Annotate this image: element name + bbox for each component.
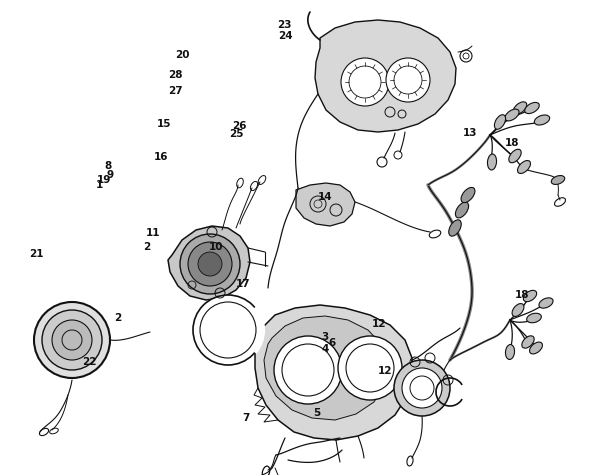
- Circle shape: [34, 302, 110, 378]
- Text: 8: 8: [104, 161, 111, 171]
- Text: 12: 12: [378, 365, 393, 376]
- Text: 10: 10: [209, 242, 224, 252]
- Text: 7: 7: [243, 413, 250, 423]
- Polygon shape: [255, 305, 412, 440]
- Text: 6: 6: [329, 338, 336, 348]
- Circle shape: [193, 295, 263, 365]
- Ellipse shape: [534, 115, 550, 125]
- Circle shape: [338, 336, 402, 400]
- Circle shape: [198, 252, 222, 276]
- Text: 16: 16: [154, 152, 168, 162]
- Text: 13: 13: [463, 128, 477, 138]
- Circle shape: [52, 320, 92, 360]
- Circle shape: [188, 242, 232, 286]
- Ellipse shape: [518, 161, 531, 173]
- Text: 18: 18: [505, 137, 519, 148]
- Circle shape: [386, 58, 430, 102]
- Text: 22: 22: [82, 357, 96, 367]
- Text: 27: 27: [168, 86, 183, 96]
- Text: 25: 25: [229, 129, 243, 139]
- Text: 26: 26: [232, 121, 246, 131]
- Ellipse shape: [522, 336, 534, 348]
- Polygon shape: [264, 316, 388, 420]
- Circle shape: [402, 368, 442, 408]
- Text: 17: 17: [236, 279, 250, 289]
- Polygon shape: [296, 183, 355, 226]
- Ellipse shape: [530, 342, 543, 354]
- Ellipse shape: [495, 115, 506, 129]
- Text: 15: 15: [157, 119, 171, 130]
- Text: 24: 24: [279, 30, 293, 41]
- Text: 3: 3: [321, 332, 329, 342]
- Text: 9: 9: [106, 170, 113, 180]
- Text: 28: 28: [168, 70, 183, 80]
- Text: 20: 20: [175, 49, 189, 60]
- Text: 18: 18: [515, 289, 529, 300]
- Ellipse shape: [461, 188, 475, 203]
- Ellipse shape: [551, 176, 565, 184]
- Text: 11: 11: [146, 228, 160, 238]
- Circle shape: [341, 58, 389, 106]
- Text: 19: 19: [97, 174, 111, 185]
- Text: 14: 14: [318, 192, 332, 202]
- Ellipse shape: [509, 149, 521, 163]
- Text: 23: 23: [278, 19, 292, 30]
- Text: 5: 5: [314, 408, 321, 418]
- Text: 2: 2: [144, 242, 151, 252]
- Ellipse shape: [455, 202, 468, 218]
- Text: 1: 1: [96, 180, 103, 190]
- Ellipse shape: [505, 109, 519, 121]
- Text: 4: 4: [321, 344, 329, 354]
- Ellipse shape: [524, 290, 537, 302]
- Ellipse shape: [527, 313, 541, 323]
- Polygon shape: [315, 20, 456, 132]
- Ellipse shape: [505, 344, 515, 360]
- Text: 12: 12: [372, 319, 387, 329]
- Ellipse shape: [487, 154, 496, 170]
- Ellipse shape: [513, 102, 527, 114]
- Ellipse shape: [539, 298, 553, 308]
- Polygon shape: [168, 226, 250, 300]
- Text: 21: 21: [30, 249, 44, 259]
- Ellipse shape: [525, 103, 539, 114]
- Ellipse shape: [512, 304, 524, 316]
- Circle shape: [42, 310, 102, 370]
- Circle shape: [180, 234, 240, 294]
- Circle shape: [274, 336, 342, 404]
- Circle shape: [394, 360, 450, 416]
- Ellipse shape: [449, 220, 461, 236]
- Text: 2: 2: [114, 313, 121, 323]
